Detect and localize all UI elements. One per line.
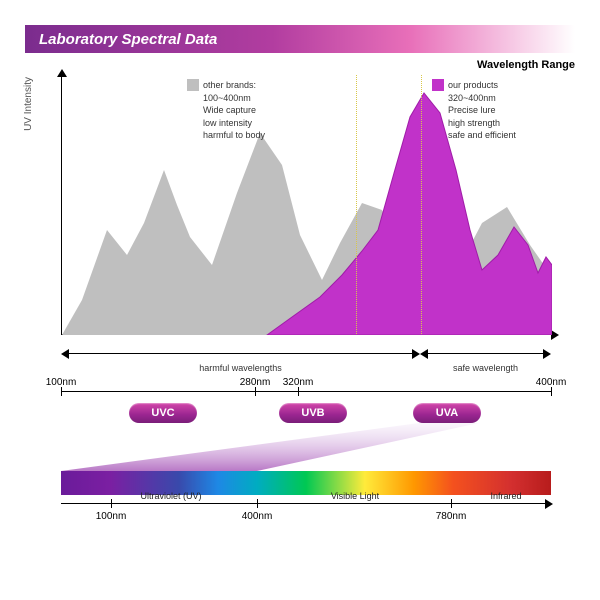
arrow-left-icon [61,349,69,359]
beam-svg [61,423,551,471]
nm-tick-label: 320nm [283,377,314,388]
spectral-plot: other brands:100~400nmWide capturelow in… [61,75,551,335]
title-text: Laboratory Spectral Data [39,31,217,48]
visible-spectrum-bar [61,471,551,495]
legend-our-products: our products320~400nmPrecise lurehigh st… [432,79,516,142]
spectrum-tick-label: 780nm [436,511,467,522]
nm-tick-label: 100nm [46,377,77,388]
legend-text-other: other brands:100~400nmWide capturelow in… [203,79,265,142]
spectrum-tick-label: 100nm [96,511,127,522]
dim-safe-label: safe wavelength [420,363,551,373]
x-axis-arrow-icon [551,330,559,340]
dim-harmful-label: harmful wavelengths [61,363,420,373]
arrow-left-icon [420,349,428,359]
dim-safe: safe wavelength [420,347,551,361]
pill-uvb: UVB [279,403,347,423]
uv-beam [61,423,551,471]
nm-tick-label: 400nm [536,377,567,388]
nm-tick-label: 280nm [240,377,271,388]
legend-swatch-other [187,79,199,91]
legend-text-ours: our products320~400nmPrecise lurehigh st… [448,79,516,142]
spectrum-segment-label: Ultraviolet (UV) [140,491,201,501]
uv-nm-scale: 100nm280nm320nm400nm [61,383,551,403]
pill-uva: UVA [413,403,481,423]
spectrum-segment-label: Visible Light [331,491,379,501]
spectrum-segment-label: Infrared [490,491,521,501]
spectrum-scale: Ultraviolet (UV)Visible LightInfrared100… [61,497,551,533]
arrow-right-icon [543,349,551,359]
arrow-right-icon [412,349,420,359]
legend-other-brands: other brands:100~400nmWide capturelow in… [187,79,265,142]
pill-uvc: UVC [129,403,197,423]
title-bar: Laboratory Spectral Data [25,25,575,53]
vline-280nm [356,75,357,334]
spectrum-tick-label: 400nm [242,511,273,522]
legend-swatch-ours [432,79,444,91]
vline-320nm [421,75,422,334]
dim-harmful: harmful wavelengths [61,347,420,361]
subtitle-right: Wavelength Range [477,59,575,71]
arrow-right-icon [545,499,553,509]
y-axis-label: UV Intensity [23,77,34,131]
infographic-frame: Laboratory Spectral Data Wavelength Rang… [25,25,575,575]
